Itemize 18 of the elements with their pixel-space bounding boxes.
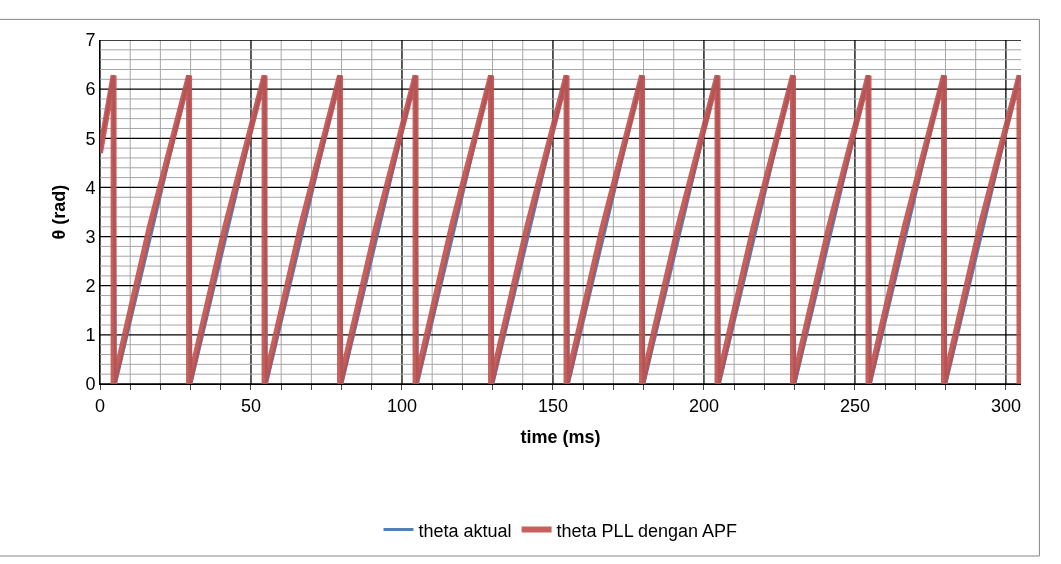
legend-label: theta PLL dengan APF <box>556 520 738 541</box>
y-tick-label: 0 <box>85 374 96 395</box>
x-axis-title: time (ms) <box>520 426 601 447</box>
x-tick-label: 250 <box>839 395 870 416</box>
y-tick-label: 3 <box>85 226 96 247</box>
x-tick-label: 200 <box>688 395 719 416</box>
x-tick-label: 50 <box>240 395 261 416</box>
y-axis-title: θ (rad) <box>48 184 69 240</box>
y-tick-label: 2 <box>85 276 96 297</box>
x-tick-label: 100 <box>386 395 417 416</box>
y-tick-label: 5 <box>85 128 96 149</box>
y-tick-label: 1 <box>85 325 96 346</box>
x-tick-label: 300 <box>990 395 1021 416</box>
y-tick-label: 7 <box>85 30 96 51</box>
x-tick-label: 150 <box>537 395 568 416</box>
y-tick-label: 6 <box>85 79 96 100</box>
y-tick-label: 4 <box>85 177 96 198</box>
legend-label: theta aktual <box>418 520 512 541</box>
